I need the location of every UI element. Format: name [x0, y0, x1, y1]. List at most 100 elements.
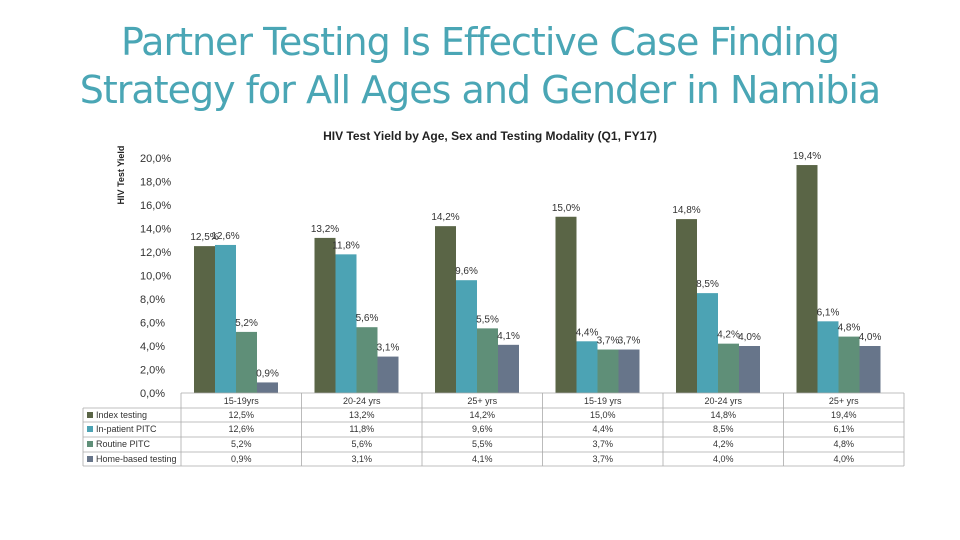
- legend-label: Home-based testing: [96, 454, 177, 464]
- table-cell: 14,2%: [469, 410, 495, 420]
- table-cell: 4,1%: [472, 454, 493, 464]
- bar-data-label: 4,2%: [717, 330, 740, 341]
- bar-data-label: 4,0%: [738, 332, 761, 343]
- data-table: 15-19yrs 20-24 yrs 25+ yrs 15-19 yrs 20-24 y…: [82, 392, 905, 467]
- bar-data-label: 14,8%: [672, 205, 700, 216]
- bar: [697, 293, 718, 393]
- table-cell: 4,0%: [833, 454, 854, 464]
- bar-data-label: 12,6%: [211, 231, 239, 242]
- bar: [817, 321, 839, 393]
- y-tick-label: 12,0%: [140, 247, 171, 259]
- legend-swatch: [87, 441, 93, 447]
- bar-data-label: 19,4%: [793, 151, 821, 162]
- bar: [215, 244, 236, 393]
- bar: [236, 331, 257, 393]
- legend-swatch: [87, 412, 93, 418]
- bar: [718, 343, 739, 393]
- table-cell: 13,2%: [349, 410, 375, 420]
- slide-title: Partner Testing Is Effective Case Findin…: [0, 18, 960, 114]
- y-tick-label: 0,0%: [140, 388, 165, 400]
- table-category-header: 15-19yrs: [224, 396, 260, 406]
- y-axis-ticks: 20,0% 18,0% 16,0% 14,0% 12,0% 10,0% 8,0% 6,0% 4,…: [140, 153, 171, 400]
- bar-data-label: 9,6%: [455, 266, 478, 277]
- table-cell: 6,1%: [833, 424, 854, 434]
- bar: [576, 341, 598, 393]
- legend-swatch: [87, 426, 93, 432]
- bar-labels: 12,5% 13,2% 14,2% 15,0% 14,8% 19,4% 12,6% 11,8%…: [190, 151, 881, 379]
- bar: [498, 344, 519, 393]
- table-cell: 4,4%: [592, 424, 613, 434]
- legend-swatch: [87, 456, 93, 462]
- table-cell: 3,1%: [351, 454, 372, 464]
- bar: [676, 219, 697, 393]
- bar: [859, 346, 881, 393]
- table-cell: 12,5%: [228, 410, 254, 420]
- bar-data-label: 3,1%: [377, 343, 400, 354]
- table-cell: 12,6%: [228, 424, 254, 434]
- table-category-header: 25+ yrs: [467, 396, 497, 406]
- bar: [597, 349, 619, 393]
- bar-data-label: 0,9%: [256, 368, 279, 379]
- bar-data-label: 4,1%: [497, 331, 520, 342]
- bar: [194, 246, 215, 393]
- y-tick-label: 14,0%: [140, 224, 171, 236]
- table-cell: 5,2%: [231, 439, 252, 449]
- bar-group: [194, 165, 881, 393]
- table-cell: 4,0%: [713, 454, 734, 464]
- bar-data-label: 4,0%: [859, 332, 882, 343]
- table-category-header: 25+ yrs: [829, 396, 859, 406]
- table-cell: 0,9%: [231, 454, 252, 464]
- legend-label: Routine PITC: [96, 439, 151, 449]
- table-cell: 14,8%: [710, 410, 736, 420]
- bar-data-label: 3,7%: [597, 336, 620, 347]
- bar-data-label: 6,1%: [817, 307, 840, 318]
- table-cell: 3,7%: [592, 454, 613, 464]
- bar: [838, 336, 860, 393]
- bar-data-label: 4,8%: [838, 323, 861, 334]
- bar: [257, 382, 278, 393]
- bar-data-label: 11,8%: [332, 240, 360, 251]
- bar: [477, 328, 498, 393]
- table-cell: 19,4%: [831, 410, 857, 420]
- bar: [377, 356, 399, 393]
- y-tick-label: 8,0%: [140, 294, 165, 306]
- table-category-header: 15-19 yrs: [584, 396, 622, 406]
- table-cell: 4,2%: [713, 439, 734, 449]
- bar: [356, 327, 378, 393]
- bar: [435, 226, 456, 393]
- table-cell: 4,8%: [833, 439, 854, 449]
- bar: [314, 237, 336, 393]
- y-tick-label: 10,0%: [140, 271, 171, 283]
- bar-data-label: 4,4%: [576, 327, 599, 338]
- y-axis-label: HIV Test Yield: [116, 146, 126, 205]
- bar: [796, 165, 818, 393]
- legend-label: In-patient PITC: [96, 424, 157, 434]
- bar-data-label: 13,2%: [311, 224, 339, 235]
- table-cell: 3,7%: [592, 439, 613, 449]
- y-tick-label: 4,0%: [140, 341, 165, 353]
- bar: [456, 280, 477, 393]
- table-category-header: 20-24 yrs: [343, 396, 381, 406]
- y-tick-label: 2,0%: [140, 365, 165, 377]
- bar-data-label: 5,2%: [235, 318, 258, 329]
- slide-title-line-2: Strategy for All Ages and Gender in Nami…: [79, 68, 881, 112]
- bar-data-label: 3,7%: [618, 336, 641, 347]
- bar: [335, 254, 357, 393]
- bar-data-label: 5,6%: [356, 313, 379, 324]
- bar: [618, 349, 640, 393]
- slide-title-line-1: Partner Testing Is Effective Case Findin…: [120, 20, 840, 64]
- bar: [555, 216, 577, 393]
- bar-data-label: 14,2%: [431, 212, 459, 223]
- table-category-header: 20-24 yrs: [704, 396, 742, 406]
- table-cell: 5,5%: [472, 439, 493, 449]
- y-tick-label: 18,0%: [140, 177, 171, 189]
- table-cell: 9,6%: [472, 424, 493, 434]
- table-cell: 11,8%: [349, 424, 374, 434]
- table-cell: 8,5%: [713, 424, 734, 434]
- bar-data-label: 15,0%: [552, 203, 580, 214]
- y-tick-label: 20,0%: [140, 153, 171, 165]
- bar-data-label: 12,5%: [190, 232, 218, 243]
- table-cell: 15,0%: [590, 410, 616, 420]
- bar-data-label: 5,5%: [476, 314, 499, 325]
